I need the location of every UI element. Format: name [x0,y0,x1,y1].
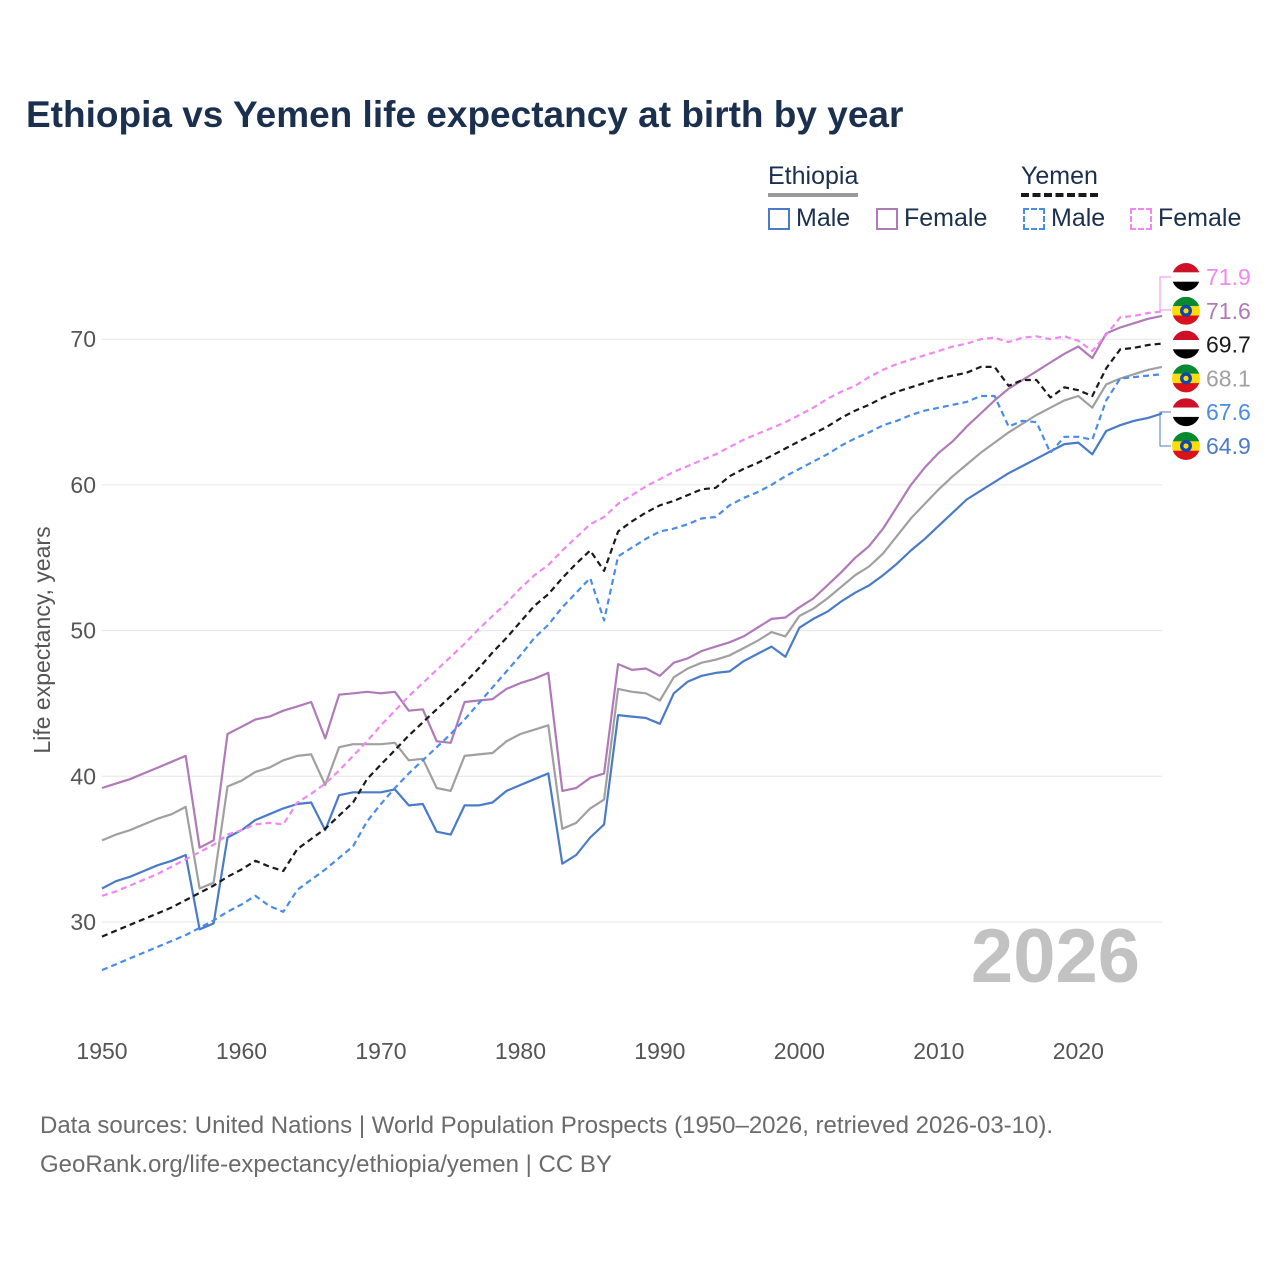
x-tick-label: 1990 [634,1038,685,1064]
y-tick-label: 60 [70,472,96,498]
end-value-label: 69.7 [1206,332,1251,358]
end-labels: 71.9 71.6 69.7 68.1 67.6 64.9 [1159,263,1251,460]
legend-item-label: Male [796,204,851,232]
flag-star [1183,308,1189,314]
flag-star [1183,443,1189,449]
series-line-yem-female [101,310,1163,897]
ethiopia-flag-icon [1172,432,1200,460]
y-tick-label: 70 [70,326,96,352]
x-tick-label: 2000 [774,1038,825,1064]
end-value-label: 64.9 [1206,433,1251,459]
y-axis-ticks: 30 40 50 60 70 [70,326,96,935]
flag-star [1183,375,1189,381]
y-axis-label: Life expectancy, years [29,526,55,753]
legend-yemen-female[interactable]: Female [1130,204,1241,233]
flag-body [1172,330,1200,359]
footer: Data sources: United Nations | World Pop… [40,1106,1053,1184]
flag-stripe-red [1172,398,1200,408]
series-line-eth-female [101,314,1163,849]
series-line-yem-total [101,342,1163,938]
end-value-label: 71.6 [1206,298,1251,324]
y-tick-label: 50 [70,618,96,644]
yemen-flag-icon [1172,330,1200,359]
end-value-label: 68.1 [1206,365,1251,391]
gridlines [102,338,1162,923]
footer-link[interactable]: GeoRank.org/life-expectancy/ethiopia/yem… [40,1151,612,1178]
x-axis-ticks: 1950 1960 1970 1980 1990 2000 2010 2020 [76,1038,1103,1064]
x-tick-label: 1970 [355,1038,406,1064]
flag-body [1172,263,1200,291]
data-sources-text: Data sources: United Nations | World Pop… [40,1112,1054,1139]
legend-ethiopia-heading: Ethiopia [768,162,859,197]
end-value-label: 67.6 [1206,399,1251,425]
ethiopia-flag-icon [1172,364,1200,393]
series-lines [101,310,1163,972]
series-line-eth-male [101,412,1163,931]
legend-item-label: Female [1158,204,1242,232]
label-bracket [1159,276,1171,311]
flag-body [1172,364,1200,393]
yemen-flag-icon [1172,398,1200,427]
flag-stripe-black [1172,349,1200,359]
x-tick-label: 1950 [76,1038,127,1064]
flag-stripe-black [1172,416,1200,427]
legend-item-label: Female [904,204,988,232]
x-tick-label: 1980 [495,1038,546,1064]
legend-swatch [1023,207,1045,230]
legend-swatch [768,207,790,230]
flag-stripe-white [1172,407,1200,417]
legend-ethiopia-label: Ethiopia [768,162,859,197]
flag-stripe-white [1172,340,1200,350]
flag-stripe-green [1172,296,1200,307]
ethiopia-flag-icon [1172,296,1200,325]
flag-stripe-red [1172,330,1200,340]
flag-stripe-red [1172,263,1200,273]
legend-yemen-label: Yemen [1021,162,1098,197]
flag-stripe-white [1172,272,1200,282]
year-watermark: 2026 [971,914,1140,999]
x-tick-label: 1960 [216,1038,267,1064]
legend-swatch [1130,207,1152,230]
end-value-label: 71.9 [1206,264,1251,290]
flag-stripe-red [1172,315,1200,325]
flag-body [1172,398,1200,427]
flag-stripe-red [1172,383,1200,393]
flag-body [1172,432,1200,460]
y-tick-label: 30 [70,909,96,935]
chart-title: Ethiopia vs Yemen life expectancy at bir… [26,94,904,135]
flag-stripe-red [1172,450,1200,460]
legend-yemen-male[interactable]: Male [1023,204,1105,233]
y-tick-label: 40 [70,763,96,789]
flag-stripe-green [1172,364,1200,374]
series-line-eth-total [101,365,1163,890]
yemen-flag-icon [1172,263,1200,291]
flag-body [1172,296,1200,325]
legend-ethiopia-female[interactable]: Female [876,204,987,233]
x-tick-label: 2010 [913,1038,964,1064]
label-bracket [1159,411,1171,447]
legend-swatch [876,207,898,230]
legend-ethiopia-male[interactable]: Male [768,204,850,233]
series-line-yem-male [101,373,1163,972]
x-tick-label: 2020 [1053,1038,1104,1064]
legend-yemen-heading: Yemen [1021,162,1098,197]
legend-item-label: Male [1051,204,1106,232]
flag-stripe-black [1172,281,1200,291]
flag-stripe-green [1172,432,1200,442]
